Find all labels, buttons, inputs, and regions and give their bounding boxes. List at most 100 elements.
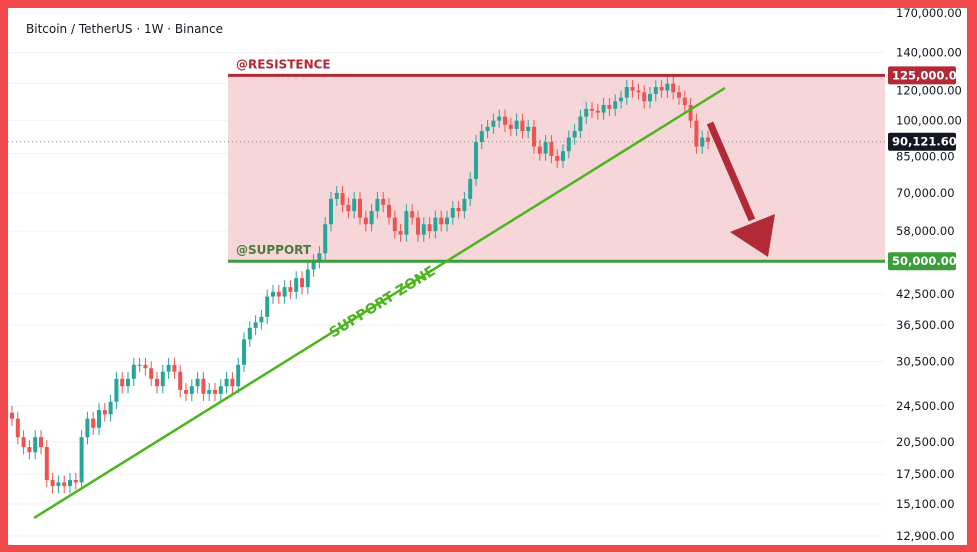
candle-body [416,217,420,235]
candle-body [358,198,362,218]
candle-body [294,278,299,292]
candle-body [39,437,43,448]
candle-body [566,137,571,152]
candle-body [526,126,531,132]
candle-body [300,278,304,288]
candle-body [131,364,136,379]
y-tick-label: 30,500.00 [896,354,955,368]
chart-frame: @RESISTENCE @SUPPORT SUPPORT ZONE 170,000.0… [8,8,967,545]
candle-body [514,120,519,129]
candle-body [73,480,78,483]
candle-body [282,287,287,297]
candle-body [491,120,496,127]
candle-body [450,207,455,218]
candle-body [462,198,467,212]
support-trendline [33,86,726,520]
candle-body [485,126,490,132]
candle-body [694,120,699,147]
candle-body [520,120,525,132]
candle-body [497,116,502,121]
candle-body [648,94,652,102]
candle-body [236,364,241,387]
down-arrow-head [730,214,775,257]
candle-body [508,124,513,129]
candle-body [363,217,368,225]
candle-body [543,141,548,154]
candle-body [137,364,142,366]
candle-body [590,108,594,111]
candle-body [427,224,432,232]
candle-body [242,339,246,365]
y-tick-label: 170,000.00 [896,8,962,20]
candle-body [607,105,612,109]
candle-body [120,378,125,387]
candle-body [392,217,397,232]
y-tick-label: 85,000.00 [896,150,955,164]
symbol-title: Bitcoin / TetherUS · 1W · Binance [26,22,224,36]
candle-body [79,437,84,483]
candle-body [532,126,536,147]
candle-body [410,211,415,218]
y-tick-label: 42,500.00 [896,287,955,301]
range-zone [228,75,885,262]
candle-body [688,105,693,121]
candle-body [659,87,664,91]
candle-body [62,482,67,487]
candle-body [85,418,90,438]
y-tick-label: 12,900.00 [896,529,955,543]
down-arrow-shaft [706,121,756,222]
current-price-tag: 90,121.60 [892,135,957,149]
resistance-price-tag-bg [888,66,956,85]
trendline-annotation: SUPPORT ZONE [327,263,439,341]
y-tick-label: 17,500.00 [896,467,955,481]
candle-body [126,378,130,387]
candle-body [555,155,560,161]
candle-body [549,141,554,156]
y-tick-label: 20,500.00 [896,435,955,449]
candle-body [218,386,223,394]
candle-body [578,116,583,132]
y-tick-label: 100,000.00 [896,114,962,128]
candle-body [468,178,473,199]
candle-body [352,198,357,212]
candle-body [537,146,542,154]
support-annotation: @SUPPORT [236,243,312,257]
candle-body [155,378,159,387]
candle-body [207,389,212,394]
candle-body [91,418,96,428]
y-tick-label: 140,000.00 [896,45,962,59]
y-tick-label: 36,500.00 [896,318,955,332]
candle-body [230,378,235,387]
candle-body [143,364,148,369]
candle-body [329,198,333,225]
candle-body [375,198,380,212]
candle-body [671,83,676,93]
y-tick-label: 70,000.00 [896,186,955,200]
candle-body [149,368,154,379]
price-chart[interactable]: @RESISTENCE @SUPPORT SUPPORT ZONE 170,000.0… [8,8,967,545]
candle-body [166,364,171,372]
candle-body [21,437,26,448]
candle-body [665,83,670,91]
candle-body [445,217,449,225]
candle-body [68,480,72,487]
candle-body [682,97,687,106]
candle-body [624,87,629,98]
candle-body [247,327,252,340]
y-tick-label: 15,100.00 [896,497,955,511]
candle-body [317,253,322,262]
candle-body [288,287,293,292]
candle-body [323,224,328,254]
candle-body [114,378,119,402]
candle-body [102,410,107,415]
candle-body [33,437,38,453]
candle-body [178,371,183,390]
candle-body [404,211,409,235]
candle-body [56,482,61,487]
candle-body [265,296,270,317]
candle-body [700,137,705,147]
candle-body [369,211,374,225]
candle-body [421,224,426,235]
candle-body [276,291,281,297]
resistance-price-tag: 125,000.00 [892,68,965,82]
